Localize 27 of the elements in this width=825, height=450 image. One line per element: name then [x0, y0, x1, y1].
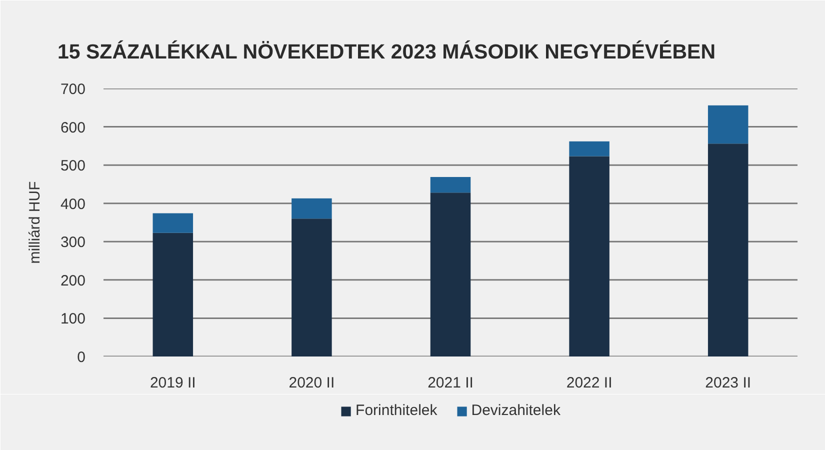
- bar: [708, 144, 748, 356]
- chart-title: 15 SZÁZALÉKKAL NÖVEKEDTEK 2023 MÁSODIK NEGYEDÉVÉBEN: [58, 40, 716, 64]
- x-tick-label: 2021 II: [428, 374, 474, 392]
- bar: [292, 218, 332, 356]
- y-tick-label: 100: [60, 310, 86, 328]
- y-tick-label: 700: [60, 81, 86, 98]
- bar: [152, 213, 194, 233]
- y-tick-label: 0: [77, 349, 86, 366]
- bar: [152, 232, 194, 356]
- bar: [569, 141, 610, 156]
- bar: [292, 198, 332, 219]
- x-tick-label: 2020 II: [288, 374, 335, 392]
- y-tick-label: 500: [60, 158, 86, 175]
- bar: [430, 192, 471, 356]
- legend-label: Forinthitelek: [356, 402, 438, 419]
- bar: [569, 156, 610, 356]
- x-tick-label: 2023 II: [705, 374, 752, 392]
- bar: [708, 105, 748, 144]
- y-tick-label: 300: [60, 234, 86, 252]
- y-tick-label: 600: [60, 119, 86, 136]
- y-tick-label: 400: [60, 196, 86, 213]
- legend-label: Devizahitelek: [471, 402, 560, 419]
- x-tick-label: 2022 II: [566, 374, 612, 392]
- y-axis-title: milliárd HUF: [26, 181, 44, 264]
- y-tick-label: 200: [60, 272, 86, 290]
- bar: [430, 176, 471, 193]
- x-tick-label: 2019 II: [150, 374, 196, 392]
